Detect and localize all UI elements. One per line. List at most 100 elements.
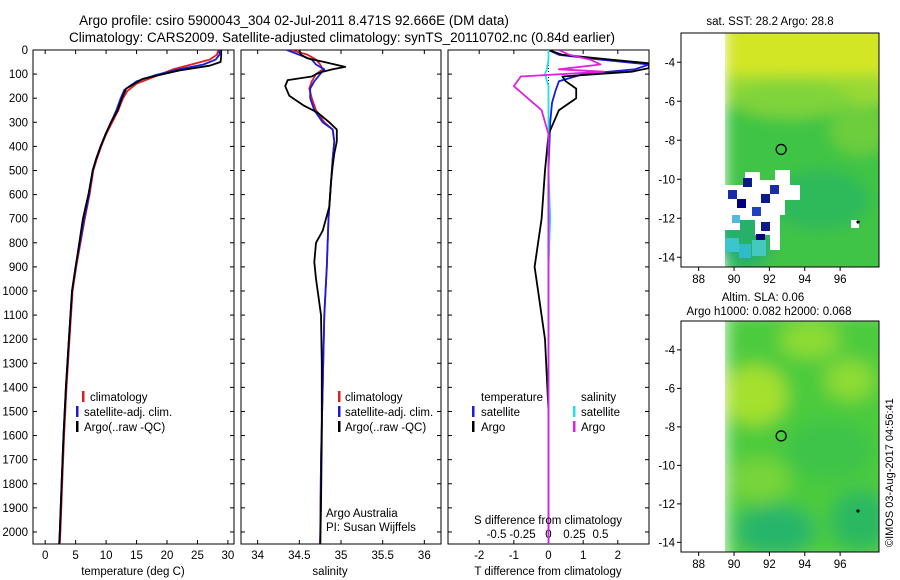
x-tick-label: 2 [615, 550, 621, 562]
legend-title-temperature: temperature [481, 392, 543, 404]
map-y-tick-label: -4 [665, 345, 676, 357]
y-tick-label: 700 [9, 214, 28, 226]
x-tick-label: 0 [545, 550, 551, 562]
title-line-2: Climatology: CARS2009. Satellite-adjuste… [69, 30, 615, 45]
sla-map-subtitle: Argo h1000: 0.082 h2000: 0.068 [687, 306, 852, 318]
x-tick-label: 35.5 [371, 550, 393, 562]
map-x-tick-label: 94 [798, 274, 811, 286]
series-group [512, 50, 649, 544]
map-x-tick-label: 90 [728, 559, 741, 571]
map-y-tick-label: -10 [658, 174, 675, 186]
map-x-tick-label: 94 [798, 559, 811, 571]
y-tick-label: 1300 [2, 358, 28, 370]
map-y-tick-label: -4 [665, 57, 676, 69]
x-tick-label: -2 [474, 550, 484, 562]
map-x-tick-label: 88 [692, 559, 705, 571]
y-tick-label: 600 [9, 190, 28, 202]
sst-map-frame [680, 32, 880, 268]
legend-label-clim: climatology [90, 392, 148, 404]
series-line-t-satellite [547, 50, 649, 544]
secondary-tick-label: -0.5 [487, 529, 507, 541]
secondary-axis-label: S difference from climatology [474, 515, 622, 527]
x-tick-label: 34.5 [288, 550, 310, 562]
x-tick-label: 10 [100, 550, 113, 562]
legend-swatch-clim [338, 391, 341, 402]
legend-label-t-sat: satellite [481, 407, 520, 419]
legend-label-s-argo: Argo [581, 422, 605, 434]
map-x-tick-label: 96 [834, 559, 847, 571]
x-axis-label-salinity: salinity [312, 566, 347, 578]
legend-swatch-t-sat [472, 406, 475, 417]
secondary-tick-label: 0.25 [563, 529, 585, 541]
y-tick-label: 1500 [2, 406, 28, 418]
map-y-tick-label: -14 [658, 537, 675, 549]
map-y-tick-label: -6 [665, 383, 675, 395]
legend-swatch-clim [82, 391, 85, 402]
legend-label-t-argo: Argo [481, 422, 505, 434]
y-tick-label: 1200 [2, 334, 28, 346]
y-tick-label: 800 [9, 238, 28, 250]
sla-map-axes: 88 90 92 94 96 -4 -6 -8 -10 -12 -14 [658, 345, 846, 571]
legend-swatch-sat [338, 406, 341, 417]
x-tick-label: 30 [222, 550, 235, 562]
x-axis-label-difference: T difference from climatology [474, 566, 621, 578]
x-tick-label: 15 [130, 550, 143, 562]
series-group [58, 50, 223, 544]
series-line-argo [284, 50, 347, 544]
series-line-climatology [58, 50, 220, 544]
sla-map-title: Altim. SLA: 0.06 [722, 292, 804, 304]
title-line-1: Argo profile: csiro 5900043_304 02-Jul-2… [79, 13, 509, 28]
legend-label-s-sat: satellite [581, 407, 620, 419]
map-y-tick-label: -6 [665, 96, 675, 108]
y-tick-label: 1800 [2, 479, 28, 491]
map-y-tick-label: -8 [665, 422, 675, 434]
y-tick-label: 1600 [2, 431, 28, 443]
map-y-tick-label: -14 [658, 252, 675, 264]
map-x-tick-label: 90 [728, 274, 741, 286]
y-tick-label: 300 [9, 117, 28, 129]
map-x-tick-label: 92 [763, 274, 776, 286]
map-x-tick-label: 88 [692, 274, 705, 286]
x-tick-label: 25 [191, 550, 204, 562]
series-line-t-argo [533, 50, 649, 544]
series-line-satellite-adj-clim- [286, 50, 336, 544]
y-tick-label: 0 [22, 45, 28, 57]
sst-argo-marker [775, 143, 787, 156]
x-tick-label: 36 [418, 550, 431, 562]
x-tick-label: -1 [509, 550, 519, 562]
legend-swatch-argo [76, 421, 79, 432]
x-tick-label: 35 [335, 550, 348, 562]
salinity-legend: climatology satellite-adj. clim. Argo(..… [326, 391, 433, 534]
y-tick-label: 400 [9, 141, 28, 153]
legend-label-argo: Argo(..raw -QC) [345, 422, 426, 434]
legend-swatch-s-sat [573, 406, 576, 417]
legend-swatch-argo [338, 421, 341, 432]
x-tick-label: 0 [42, 550, 48, 562]
series-line-argo [58, 50, 223, 544]
difference-legend: temperature satellite Argo salinity sate… [472, 392, 622, 527]
sst-map-title: sat. SST: 28.2 Argo: 28.8 [706, 16, 833, 28]
series-line-satellite-adj-clim- [58, 50, 221, 544]
legend-label-sat: satellite-adj. clim. [84, 407, 172, 419]
imos-credit: ©IMOS 03-Aug-2017 04:56:41 [884, 398, 896, 547]
y-tick-label: 500 [9, 165, 28, 177]
salinity-panel-frame [240, 49, 442, 545]
legend-label-clim: climatology [345, 392, 403, 404]
legend-label-argo: Argo(..raw -QC) [84, 422, 165, 434]
temperature-legend: climatology satellite-adj. clim. Argo(..… [76, 391, 172, 434]
map-y-tick-label: -12 [658, 213, 675, 225]
sst-map-field [681, 33, 879, 267]
y-tick-label: 900 [9, 262, 28, 274]
series-line-s-argo [512, 50, 605, 544]
sla-coast-point [856, 509, 860, 513]
legend-swatch-sat [76, 406, 79, 417]
sst-map-axes: 88 90 92 94 96 -4 -6 -8 -10 -12 -14 [658, 57, 846, 286]
x-tick-label: 1 [580, 550, 586, 562]
y-tick-label: 200 [9, 93, 28, 105]
legend-label-sat: satellite-adj. clim. [345, 407, 433, 419]
sla-map-field [681, 321, 879, 552]
x-tick-label: 34 [251, 550, 264, 562]
y-tick-label: 1700 [2, 455, 28, 467]
y-tick-label: 100 [9, 69, 28, 81]
